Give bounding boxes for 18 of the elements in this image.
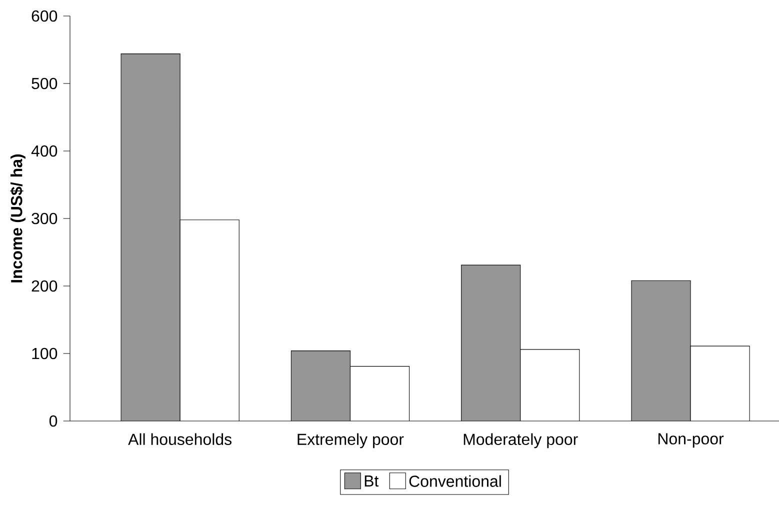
bar xyxy=(121,54,180,421)
x-tick-label: Moderately poor xyxy=(464,433,578,448)
legend-label: Bt xyxy=(364,476,379,487)
y-tick-label: 100 xyxy=(32,348,58,360)
y-tick-label: 600 xyxy=(32,10,58,22)
y-tick-label: 500 xyxy=(32,78,58,90)
y-tick-label: 200 xyxy=(32,280,58,292)
y-tick-label: 300 xyxy=(32,212,58,224)
bar xyxy=(461,265,520,421)
x-tick-label: Extremely poor xyxy=(298,433,404,448)
bar xyxy=(631,280,691,421)
y-tick-label: 400 xyxy=(31,145,58,157)
bar xyxy=(291,350,350,421)
x-tick-label: Non-poor xyxy=(658,433,724,448)
x-tick-label: All households xyxy=(128,433,232,446)
y-axis-title: Income (US$/ ha) xyxy=(10,154,26,282)
legend-label: Conventional xyxy=(409,475,501,487)
y-tick-label: 0 xyxy=(49,415,58,427)
